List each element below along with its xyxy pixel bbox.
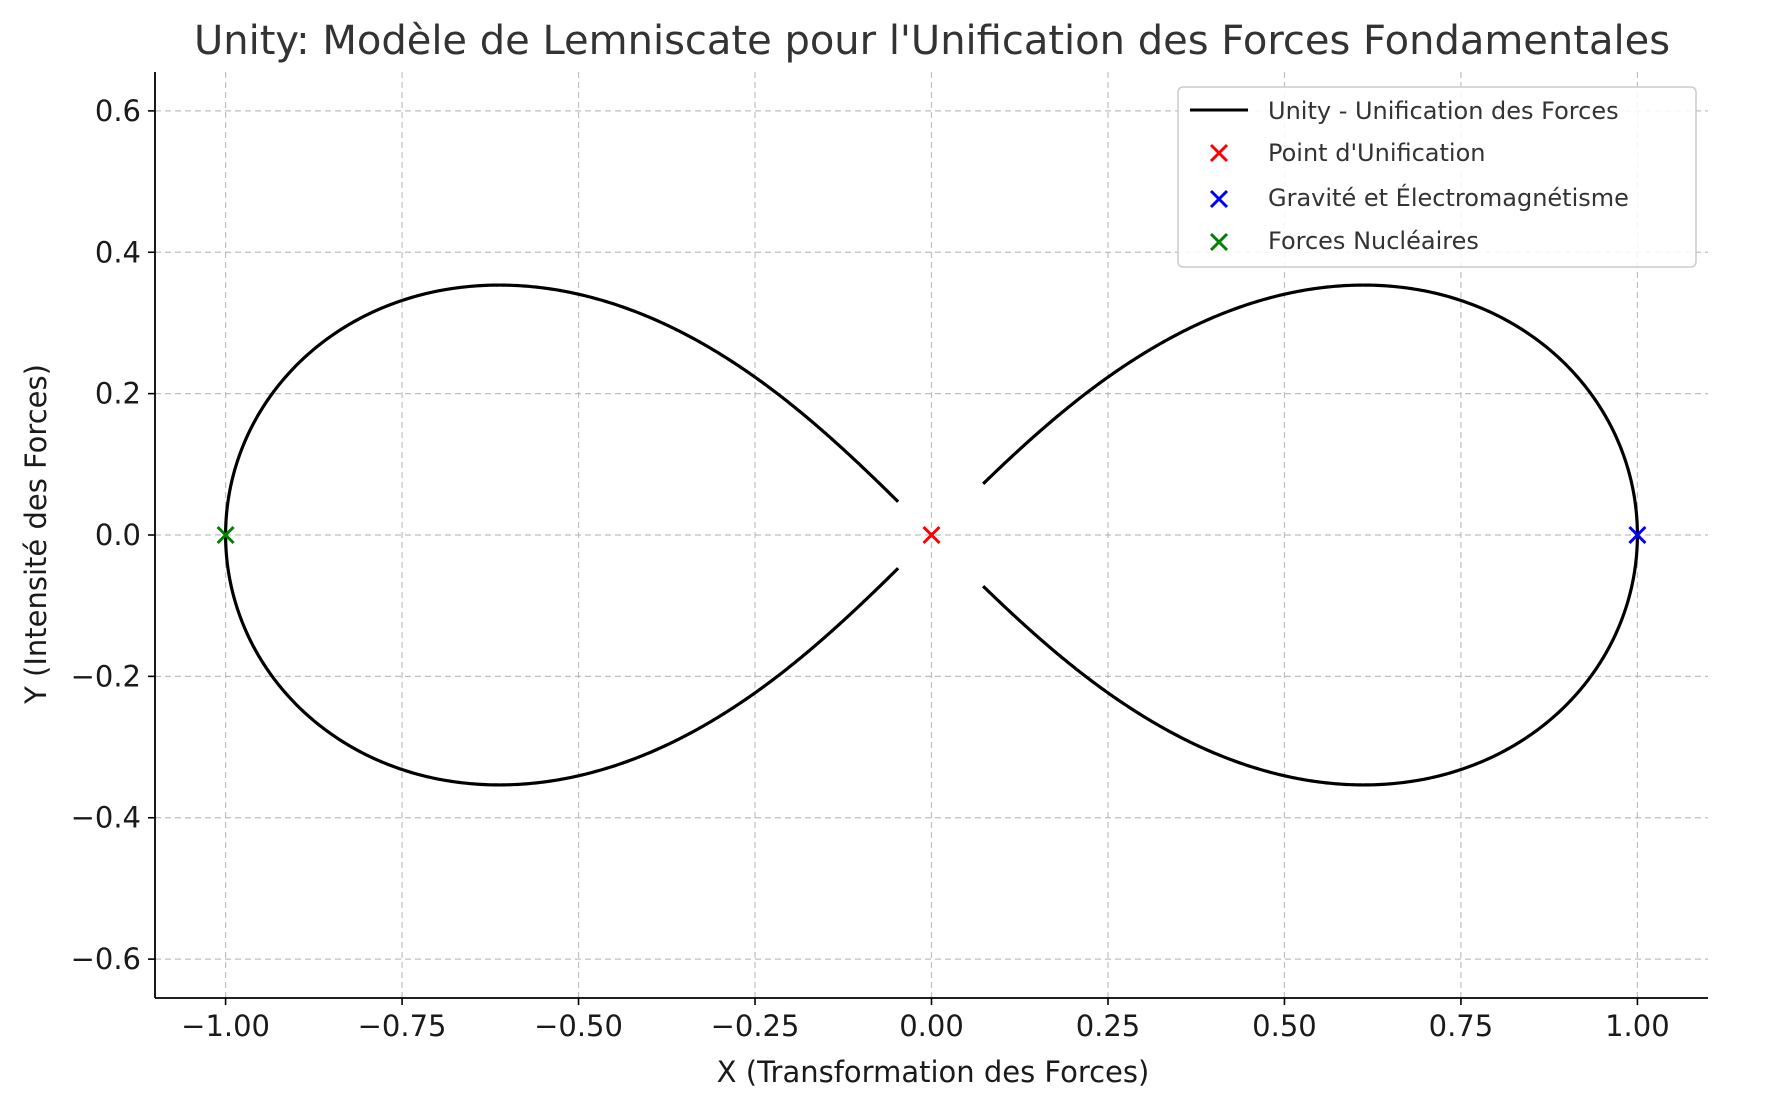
legend-box <box>1177 86 1697 268</box>
scatter-point <box>216 525 235 545</box>
x-tick-label: −1.00 <box>181 1009 270 1043</box>
x-tick-label: 1.00 <box>1605 1009 1670 1043</box>
y-tick-label: 0.2 <box>95 377 141 411</box>
legend-marker-gravite <box>1209 189 1229 209</box>
x-tick-label: −0.75 <box>358 1009 447 1043</box>
unity-curve-segment <box>223 283 900 536</box>
marker-stroke <box>922 525 941 545</box>
x-tick-label: 0.75 <box>1429 1009 1494 1043</box>
x-axis-label: X (Transformation des Forces) <box>717 1055 1150 1089</box>
y-tick-label: 0.6 <box>95 94 141 128</box>
plot-series <box>216 283 1647 787</box>
y-tick-label: −0.4 <box>71 801 141 835</box>
legend-marker-unification <box>1209 143 1229 163</box>
legend-label-unity: Unity - Unification des Forces <box>1268 97 1619 125</box>
tick-marks <box>148 110 1639 1005</box>
x-tick-label: −0.50 <box>534 1009 623 1043</box>
y-tick-label: −0.2 <box>71 659 141 693</box>
y-tick-label: 0.4 <box>95 235 141 269</box>
unity-curve-segment <box>982 534 1640 787</box>
scatter-point <box>922 525 941 545</box>
y-axis-label: Y (Intensité des Forces) <box>19 364 53 705</box>
marker-stroke <box>216 525 235 545</box>
legend-marker-nucleaires <box>1209 232 1229 252</box>
marker-stroke <box>1628 525 1647 545</box>
x-tick-label: 0.50 <box>1252 1009 1317 1043</box>
x-tick-label: −0.25 <box>711 1009 800 1043</box>
legend: Unity - Unification des Forces Point d'U… <box>1177 86 1697 268</box>
unity-curve-segment <box>982 283 1640 536</box>
scatter-point <box>1628 525 1647 545</box>
y-tick-label: −0.6 <box>71 942 141 976</box>
x-tick-label: 0.25 <box>1076 1009 1141 1043</box>
legend-label-gravite: Gravité et Électromagnétisme <box>1268 183 1629 212</box>
legend-label-nucleaires: Forces Nucléaires <box>1268 227 1479 255</box>
legend-label-unification: Point d'Unification <box>1268 139 1486 167</box>
chart-title: Unity: Modèle de Lemniscate pour l'Unifi… <box>194 18 1670 64</box>
unity-curve-segment <box>223 534 900 787</box>
x-tick-label: 0.00 <box>899 1009 964 1043</box>
y-tick-label: 0.0 <box>95 518 141 552</box>
